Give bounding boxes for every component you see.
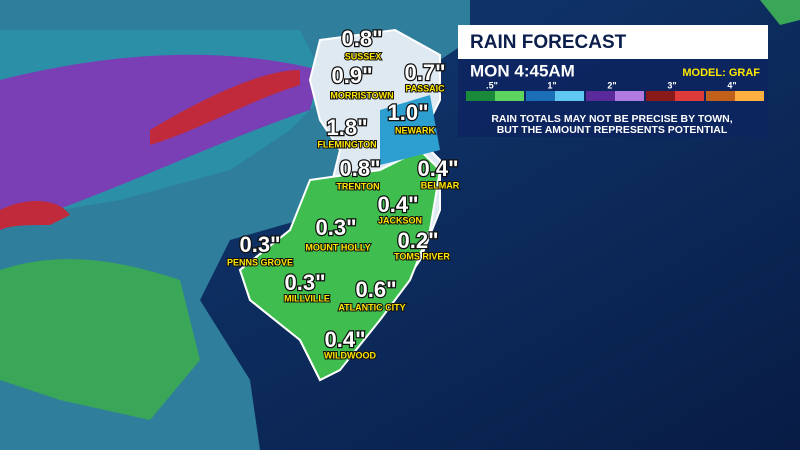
legend-swatch xyxy=(675,91,704,101)
panel-title: RAIN FORECAST xyxy=(470,32,627,53)
legend-swatch xyxy=(615,91,644,101)
model: MODEL: GRAF xyxy=(682,67,760,79)
town-name: WILDWOOD xyxy=(324,350,376,360)
town-amount: 0.8" xyxy=(341,26,382,51)
town-name: NEWARK xyxy=(395,125,435,135)
legend-label: 1" xyxy=(547,80,556,90)
note: BUT THE AMOUNT REPRESENTS POTENTIAL xyxy=(497,124,728,136)
title-box xyxy=(458,25,768,59)
town-amount: 0.6" xyxy=(355,277,396,302)
rain-green xyxy=(0,259,200,420)
legend-swatch xyxy=(735,91,764,101)
town-name: MOUNT HOLLY xyxy=(305,242,370,252)
town-name: MORRISTOWN xyxy=(330,90,393,100)
town-name: MILLVILLE xyxy=(284,293,330,303)
legend-label: 4" xyxy=(727,80,736,90)
town-amount: 0.3" xyxy=(239,232,280,257)
rain-blue xyxy=(380,95,440,165)
town-amount: 0.4" xyxy=(417,156,458,181)
legend-swatch xyxy=(495,91,524,101)
town-amount: 0.4" xyxy=(324,327,365,352)
town-amount: 1.8" xyxy=(326,115,367,140)
town-amount: 0.2" xyxy=(397,228,438,253)
town-name: JACKSON xyxy=(378,215,422,225)
town-amount: 0.8" xyxy=(339,156,380,181)
rain-red xyxy=(0,200,70,230)
town-name: TRENTON xyxy=(336,181,379,191)
rain-green xyxy=(760,0,800,25)
town-amount: 0.4" xyxy=(377,192,418,217)
town-name: ATLANTIC CITY xyxy=(338,302,405,312)
note: RAIN TOTALS MAY NOT BE PRECISE BY TOWN, xyxy=(491,113,732,125)
time: MON 4:45AM xyxy=(470,61,575,80)
town-name: PASSAIC xyxy=(405,83,445,93)
legend-label: .5" xyxy=(486,80,498,90)
town-amount: 0.9" xyxy=(331,63,372,88)
rain-red xyxy=(150,70,300,145)
legend-swatch xyxy=(555,91,584,101)
town-amount: 0.7" xyxy=(404,60,445,85)
town-name: TOMS RIVER xyxy=(394,251,450,261)
legend-label: 2" xyxy=(607,80,616,90)
town-name: FLEMINGTON xyxy=(317,139,376,149)
town-name: PENNS GROVE xyxy=(227,257,293,267)
town-name: BELMAR xyxy=(421,180,460,190)
town-amount: 0.3" xyxy=(315,215,356,240)
legend-label: 3" xyxy=(667,80,676,90)
town-amount: 1.0" xyxy=(387,100,428,125)
town-amount: 0.3" xyxy=(284,270,325,295)
town-name: SUSSEX xyxy=(345,51,382,61)
